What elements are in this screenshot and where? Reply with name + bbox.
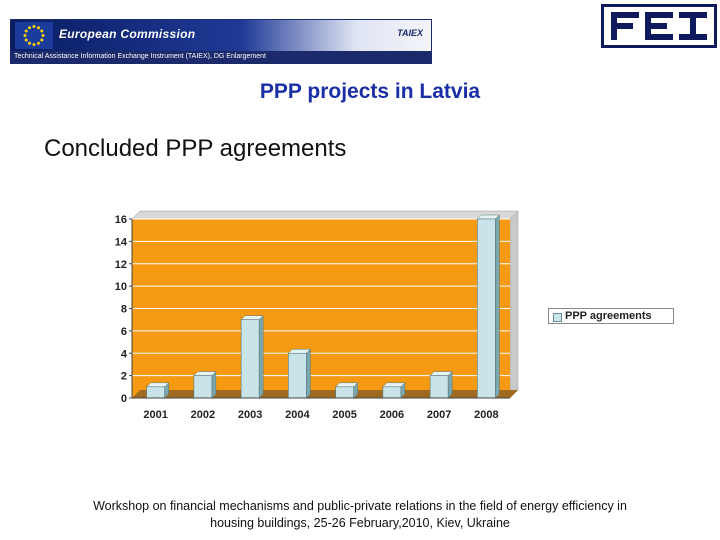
bar-2008 [477,218,496,399]
x-tick-label: 2001 [143,409,167,421]
y-tick-label: 12 [115,259,127,271]
legend-swatch [553,313,562,322]
bar-2005 [335,386,354,399]
bar-side [258,315,264,399]
taiex-subtitle: Technical Assistance Information Exchang… [11,51,431,63]
bar-2002 [193,375,213,399]
chart-legend: PPP agreements [548,308,674,324]
bar-2001 [146,386,165,399]
y-tick-label: 4 [121,348,128,360]
x-tick-label: 2002 [191,409,215,421]
bar-top [287,349,311,354]
y-tick-label: 2 [121,371,127,383]
x-tick-label: 2006 [380,409,404,421]
bar-top [193,371,217,376]
bar-2004 [288,352,307,399]
banner-top-strip: European Commission TAIEX [11,20,431,51]
bar-top [382,382,406,388]
y-tick-label: 16 [115,214,127,226]
footer-line-2: housing buildings, 25-26 February,2010, … [210,516,510,530]
x-tick-label: 2004 [285,409,310,421]
bar-top [146,382,170,388]
x-tick-label: 2007 [427,409,451,421]
y-tick-label: 14 [115,236,128,248]
y-tick-label: 8 [121,304,127,316]
fei-logo [601,4,717,48]
bar-top [240,315,264,320]
section-heading: Concluded PPP agreements [44,135,347,162]
x-tick-label: 2005 [332,409,356,421]
european-commission-title: European Commission [59,27,196,41]
bar-side [447,371,453,399]
y-tick-label: 6 [121,326,127,338]
plot-top-frame [131,210,519,220]
bar-top [335,382,359,388]
european-commission-banner: European Commission TAIEX Technical Assi… [10,19,432,64]
bar-2003 [240,319,260,399]
bar-side [495,214,500,399]
y-tick-label: 0 [121,393,127,405]
bar-2006 [382,386,402,399]
x-tick-label: 2008 [474,409,498,421]
x-tick-label: 2003 [238,409,262,421]
plot-floor [132,390,518,398]
page-title: PPP projects in Latvia [259,80,481,103]
bar-top [476,214,500,220]
bar-2007 [429,375,449,399]
y-tick-label: 10 [115,281,127,293]
legend-label: PPP agreements [565,310,652,322]
plot-right-frame [509,210,519,399]
footer-caption: Workshop on financial mechanisms and pub… [40,498,680,532]
bar-top [429,371,453,376]
bar-side [306,348,311,399]
footer-line-1: Workshop on financial mechanisms and pub… [93,499,627,513]
bar-side [211,371,217,399]
eu-flag-icon [15,22,53,49]
taiex-logo: TAIEX [397,28,423,38]
